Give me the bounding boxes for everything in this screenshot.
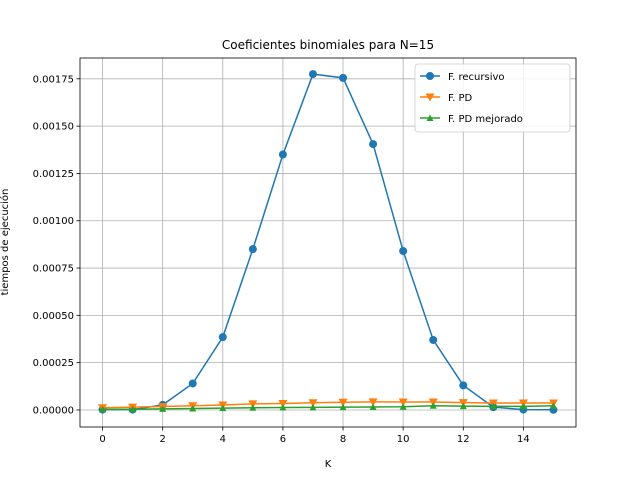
data-point — [249, 404, 257, 411]
legend-item: F. PD — [420, 93, 473, 104]
series-line — [102, 73, 554, 411]
y-tick-label: 0.00175 — [33, 74, 74, 85]
data-point — [219, 404, 227, 412]
series-line — [102, 401, 554, 409]
legend: F. recursivo F. PD F. PD mejorado — [414, 63, 571, 133]
data-point — [188, 379, 197, 388]
legend-label: F. recursivo — [448, 72, 505, 83]
y-tick-label: 0.00100 — [33, 216, 74, 227]
data-point — [429, 335, 438, 344]
chart-title: Coeficientes binomiales para N=15 — [222, 38, 434, 52]
data-point — [429, 402, 437, 409]
data-point — [278, 150, 287, 159]
y-tick-label: 0.00025 — [33, 358, 74, 369]
grid-lines — [80, 58, 576, 427]
series-line — [102, 405, 554, 411]
legend-swatch-marker — [426, 72, 434, 80]
x-axis-label: K — [325, 459, 332, 470]
legend-item: F. PD mejorado — [420, 114, 523, 125]
data-point — [308, 70, 317, 79]
legend-swatch-marker — [425, 93, 435, 102]
x-tick-label: 14 — [517, 434, 530, 445]
plot-frame — [79, 57, 577, 428]
y-tick-label: 0.00125 — [33, 169, 74, 180]
legend-label: F. PD — [448, 93, 473, 104]
x-tick-label: 4 — [220, 434, 226, 445]
data-point — [549, 402, 557, 409]
x-tick-label: 6 — [280, 434, 286, 445]
data-point — [279, 404, 287, 411]
data-point — [339, 73, 348, 82]
legend-label: F. PD mejorado — [448, 114, 523, 125]
data-point — [459, 402, 467, 410]
data-point — [218, 333, 227, 342]
x-tick-label: 2 — [159, 434, 165, 445]
data-point — [248, 245, 257, 254]
x-tick-label: 12 — [457, 434, 470, 445]
data-point — [159, 405, 167, 412]
data-point — [399, 403, 407, 410]
data-point — [99, 405, 107, 413]
plot-series — [98, 70, 558, 414]
axis-ticks: 0 2 4 6 8 10 12 14 0.00000 0.00025 0.00050 0.00075 0… — [33, 74, 530, 445]
y-tick-label: 0.00150 — [33, 122, 74, 133]
legend-box — [414, 63, 571, 133]
data-point — [369, 403, 377, 410]
data-point — [338, 398, 348, 407]
data-point — [309, 403, 317, 411]
data-point — [368, 398, 378, 407]
data-point — [459, 381, 468, 390]
y-axis-label: tiempos de ejecución — [0, 189, 11, 296]
series-3 — [99, 402, 557, 413]
y-tick-label: 0.00050 — [33, 311, 74, 322]
y-tick-label: 0.00000 — [33, 405, 74, 416]
legend-swatch-marker — [426, 114, 434, 121]
data-point — [369, 140, 378, 149]
legend-item: F. recursivo — [420, 72, 505, 83]
data-point — [189, 404, 197, 412]
data-point — [399, 247, 408, 256]
data-point — [129, 405, 137, 413]
data-point — [339, 403, 347, 411]
data-point — [519, 402, 527, 410]
data-point — [308, 399, 318, 408]
data-point — [398, 398, 408, 407]
x-tick-label: 0 — [99, 434, 105, 445]
x-tick-label: 8 — [340, 434, 346, 445]
y-tick-label: 0.00075 — [33, 264, 74, 275]
x-tick-label: 10 — [397, 434, 410, 445]
data-point — [489, 402, 497, 410]
